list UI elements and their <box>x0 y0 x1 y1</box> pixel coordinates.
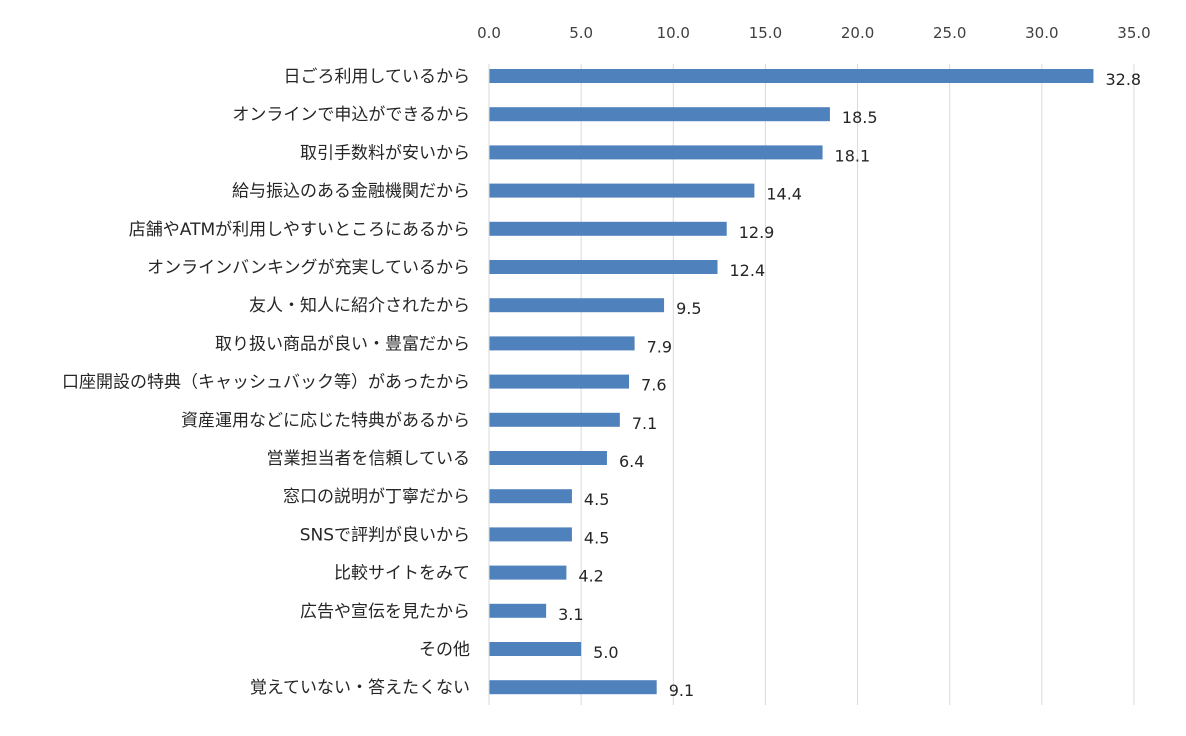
value-label: 9.1 <box>669 681 694 700</box>
bar <box>489 145 823 160</box>
gridlines <box>580 64 1135 705</box>
category-label: 広告や宣伝を見たから <box>300 602 470 622</box>
bar <box>489 69 1094 83</box>
category-label: 口座開設の特典（キャッシュバック等）があったから <box>62 373 470 393</box>
bar <box>489 107 830 122</box>
bars <box>489 69 1094 695</box>
bar <box>489 374 630 389</box>
category-label: 窓口の説明が丁寧だから <box>283 487 470 507</box>
category-label: 覚えていない・答えたくない <box>250 678 470 698</box>
bar <box>489 603 547 618</box>
x-tick-label: 15.0 <box>749 24 782 42</box>
bar <box>489 642 582 656</box>
value-label: 7.6 <box>641 376 666 395</box>
category-label: SNSで評判が良いから <box>300 525 470 545</box>
value-label: 12.9 <box>739 223 775 242</box>
bar <box>489 451 607 465</box>
value-label: 18.1 <box>835 146 871 165</box>
category-labels: 日ごろ利用しているからオンラインで申込ができるから取引手数料が安いから給与振込の… <box>62 67 470 698</box>
category-label: 営業担当者を信頼している <box>267 449 471 469</box>
value-label: 12.4 <box>730 261 766 280</box>
x-axis-ticks: 0.0 5.0 10.0 15.0 20.0 25.0 30.0 35.0 <box>477 24 1151 42</box>
category-label: オンラインバンキングが充実しているから <box>147 258 470 278</box>
bar <box>489 336 635 351</box>
x-tick-label: 0.0 <box>477 24 501 42</box>
bar <box>489 527 572 542</box>
bar <box>489 260 718 274</box>
x-tick-label: 20.0 <box>841 24 874 42</box>
category-label: 取引手数料が安いから <box>300 143 470 163</box>
bar <box>489 183 755 198</box>
value-label: 5.0 <box>593 643 618 662</box>
category-label: オンラインで申込ができるから <box>232 105 470 125</box>
value-label: 32.8 <box>1105 70 1141 89</box>
value-label: 6.4 <box>619 452 644 471</box>
category-label: 給与振込のある金融機関だから <box>232 182 470 202</box>
value-label: 7.9 <box>647 337 672 356</box>
x-tick-label: 25.0 <box>933 24 966 42</box>
bar <box>489 298 665 313</box>
category-label: 取り扱い商品が良い・豊富だから <box>215 334 470 354</box>
value-label: 18.5 <box>842 108 878 127</box>
category-label: 資産運用などに応じた特典があるから <box>181 411 470 431</box>
category-label: 友人・知人に紹介されたから <box>249 296 470 316</box>
value-label: 3.1 <box>558 605 583 624</box>
x-tick-label: 10.0 <box>657 24 690 42</box>
bar <box>489 489 572 504</box>
bar <box>489 680 657 695</box>
x-tick-label: 35.0 <box>1117 24 1150 42</box>
category-label: 日ごろ利用しているから <box>284 67 471 87</box>
value-label: 9.5 <box>676 299 701 318</box>
bar <box>489 412 620 427</box>
bar <box>489 221 727 236</box>
bar <box>489 565 567 580</box>
value-label: 4.2 <box>578 567 603 586</box>
value-label: 4.5 <box>584 490 609 509</box>
value-labels: 32.8 18.5 18.1 14.4 12.9 12.4 9.57.9 7.6 7.1 6.4 4… <box>558 70 1141 700</box>
x-tick-label: 5.0 <box>569 24 593 42</box>
value-label: 4.5 <box>584 528 609 547</box>
category-label: その他 <box>419 640 470 660</box>
category-label: 店舗やATMが利用しやすいところにあるから <box>129 220 470 240</box>
x-tick-label: 30.0 <box>1025 24 1058 42</box>
value-label: 14.4 <box>766 185 802 204</box>
value-label: 7.1 <box>632 414 657 433</box>
category-label: 比較サイトをみて <box>334 564 470 584</box>
